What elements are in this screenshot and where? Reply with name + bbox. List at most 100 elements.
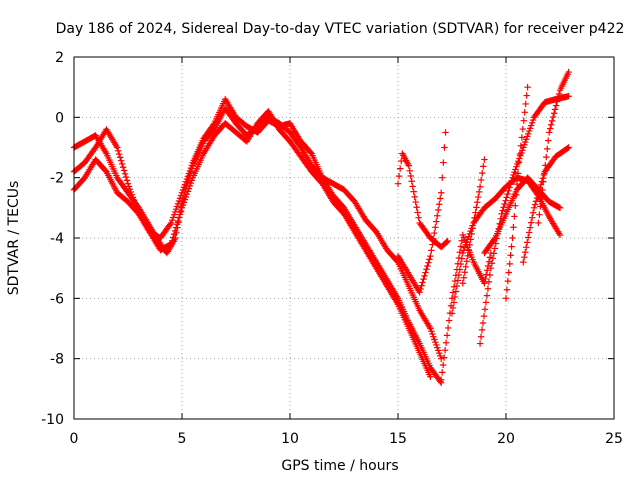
data-point xyxy=(524,234,532,241)
data-point xyxy=(422,269,429,276)
data-point xyxy=(429,241,436,248)
data-point xyxy=(431,229,438,237)
data-point xyxy=(180,184,188,191)
data-point xyxy=(519,147,526,154)
data-point xyxy=(527,122,535,129)
data-point xyxy=(491,236,498,243)
data-point xyxy=(458,255,466,262)
data-point xyxy=(486,254,494,261)
data-point xyxy=(455,271,463,279)
data-point xyxy=(449,304,457,312)
data-point xyxy=(556,231,564,239)
data-point xyxy=(543,153,550,161)
data-point xyxy=(188,162,196,169)
data-point xyxy=(524,130,532,137)
grid-lines xyxy=(74,57,614,419)
data-point xyxy=(484,285,492,292)
x-tick-label: 20 xyxy=(497,431,515,447)
data-point xyxy=(515,159,523,166)
data-point xyxy=(134,207,142,215)
data-point xyxy=(442,339,450,346)
data-point xyxy=(168,219,175,227)
data-point xyxy=(395,172,403,180)
series-10 xyxy=(502,83,531,302)
data-point xyxy=(548,117,556,125)
data-point xyxy=(450,283,458,291)
data-point xyxy=(435,347,442,354)
data-point xyxy=(506,184,513,191)
data-point xyxy=(187,179,195,187)
data-point xyxy=(430,333,437,340)
chart-title: Day 186 of 2024, Sidereal Day-to-day VTE… xyxy=(56,21,625,37)
data-point xyxy=(427,252,434,260)
y-tick-label: 0 xyxy=(55,110,64,126)
data-point xyxy=(509,174,516,181)
data-point xyxy=(485,278,493,286)
data-point xyxy=(118,160,126,168)
data-point xyxy=(507,181,514,188)
data-point xyxy=(441,346,449,354)
data-point xyxy=(512,166,519,173)
y-tick-label: 2 xyxy=(55,50,64,66)
data-point xyxy=(501,200,508,208)
data-point xyxy=(415,214,422,221)
data-point xyxy=(116,154,124,161)
data-point xyxy=(491,245,499,252)
data-point xyxy=(508,177,515,185)
data-point xyxy=(186,167,194,175)
data-point xyxy=(177,192,185,199)
data-point xyxy=(506,260,513,268)
series-9 xyxy=(476,93,572,347)
data-point xyxy=(444,324,452,332)
data-point xyxy=(132,202,140,209)
data-point xyxy=(481,156,488,163)
data-point xyxy=(407,172,414,180)
data-point xyxy=(469,225,476,232)
data-point xyxy=(442,129,449,136)
data-point xyxy=(117,157,125,164)
data-point xyxy=(468,230,475,238)
data-point xyxy=(517,142,525,150)
data-point xyxy=(428,328,435,335)
data-point xyxy=(453,282,461,290)
data-point xyxy=(456,266,464,273)
data-point xyxy=(128,191,136,198)
data-point xyxy=(514,170,522,177)
series-1 xyxy=(70,105,445,386)
data-point xyxy=(187,164,195,172)
data-point xyxy=(481,280,488,287)
data-point xyxy=(179,186,187,194)
data-point xyxy=(505,187,512,195)
data-point xyxy=(525,229,533,236)
data-point xyxy=(555,90,563,98)
data-point xyxy=(439,174,446,181)
data-point xyxy=(449,289,457,296)
data-point xyxy=(419,279,426,286)
data-point xyxy=(121,170,129,178)
data-point xyxy=(114,147,122,154)
data-point xyxy=(535,219,542,227)
data-point xyxy=(437,352,444,360)
data-point xyxy=(430,235,437,243)
data-point xyxy=(168,240,175,248)
data-point xyxy=(398,157,405,165)
series-5 xyxy=(394,129,449,296)
data-point xyxy=(478,326,486,334)
data-point xyxy=(429,330,436,338)
data-point xyxy=(412,198,419,206)
data-point xyxy=(441,144,448,151)
data-point xyxy=(499,207,506,214)
data-point xyxy=(511,168,518,176)
y-axis-label: SDTVAR / TECUs xyxy=(6,181,22,296)
data-point xyxy=(210,121,217,128)
data-point xyxy=(180,199,188,206)
data-point xyxy=(176,211,184,218)
data-point xyxy=(120,167,128,174)
data-point xyxy=(413,204,420,211)
data-point xyxy=(521,109,528,116)
data-point xyxy=(505,269,512,276)
data-point xyxy=(175,197,183,205)
data-point xyxy=(416,289,423,296)
data-point xyxy=(482,275,489,283)
data-point xyxy=(489,255,497,262)
